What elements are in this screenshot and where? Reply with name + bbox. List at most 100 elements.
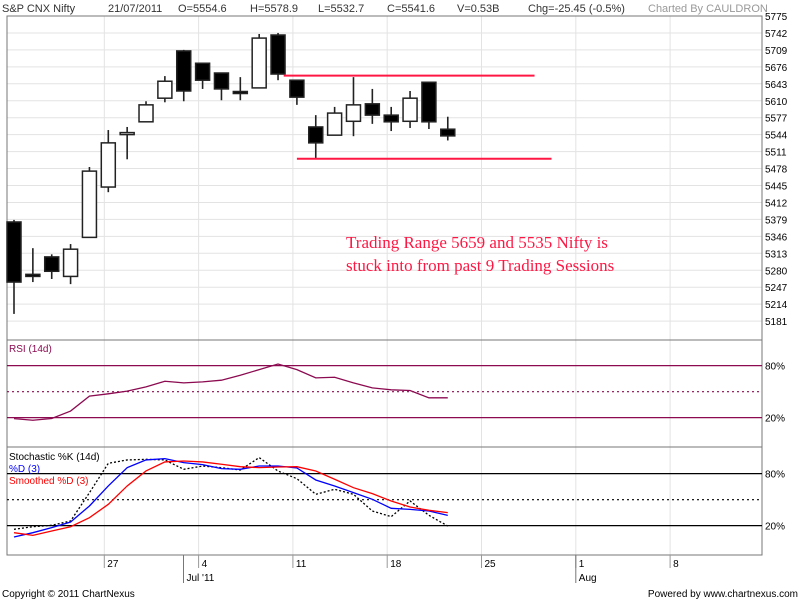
candle [43, 254, 60, 279]
candle [383, 106, 399, 132]
candle-body-down [289, 79, 305, 98]
candle [364, 88, 381, 124]
price-tick-label: 5676 [765, 63, 788, 74]
candle [6, 219, 22, 314]
quote-date: 21/07/2011 [108, 3, 162, 15]
symbol-name: S&P CNX Nifty [2, 3, 76, 15]
low-value: L=5532.7 [318, 3, 364, 15]
candle [308, 115, 324, 159]
panel-border [6, 446, 763, 556]
candle [440, 116, 456, 141]
price-tick-label: 5742 [765, 29, 788, 40]
candle-body-up [402, 97, 418, 123]
candle [326, 106, 343, 136]
rsi-line [13, 363, 448, 421]
price-tick-label: 5313 [765, 249, 788, 260]
price-tick-label: 5610 [765, 97, 788, 108]
candle [25, 248, 41, 283]
candle-body-down [213, 72, 230, 90]
month-label: Aug [579, 573, 597, 584]
change-value: Chg=-25.45 (-0.5%) [528, 3, 625, 15]
level-label: 20% [765, 414, 785, 425]
candle [138, 101, 154, 123]
candle-body-down [43, 256, 60, 273]
candle-body-up [62, 248, 79, 278]
stochastic-panel: 80% 20% [7, 456, 785, 538]
candle-body-down [194, 62, 211, 81]
price-tick-label: 5709 [765, 46, 788, 57]
candle [289, 79, 305, 105]
candle-body-up [345, 104, 362, 123]
price-tick-label: 5478 [765, 165, 788, 176]
price-tick-label: 5643 [765, 80, 788, 91]
charted-by: Charted By CAULDRON [648, 3, 768, 15]
price-tick-label: 5280 [765, 266, 788, 277]
candle [213, 72, 230, 101]
candle [194, 62, 211, 89]
open-value: O=5554.6 [178, 3, 227, 15]
x-tick-label: 11 [296, 559, 307, 570]
high-value: H=5578.9 [250, 3, 298, 15]
candle [157, 76, 173, 103]
level-label: 20% [765, 522, 785, 533]
powered-by[interactable]: Powered by www.chartnexus.com [648, 589, 798, 600]
candle [402, 90, 418, 128]
grid-lines [6, 15, 763, 556]
x-tick-label: 1 [579, 559, 585, 570]
candle [81, 167, 98, 239]
price-tick-label: 5247 [765, 283, 788, 294]
candle-body-down [421, 81, 437, 123]
x-tick-label: 18 [390, 559, 402, 570]
candle [270, 32, 286, 81]
candle-body-down [25, 273, 41, 278]
stoch-legend-d: %D (3) [9, 464, 40, 475]
panel-border [6, 15, 763, 341]
candle-body-down [364, 103, 381, 116]
volume-value: V=0.53B [457, 3, 500, 15]
candle-body-up [326, 112, 343, 136]
candle-body-up [138, 104, 154, 123]
price-tick-label: 5181 [765, 317, 788, 328]
level-label: 80% [765, 470, 785, 481]
price-tick-label: 5379 [765, 215, 788, 226]
price-tick-label: 5577 [765, 114, 788, 125]
price-tick-label: 5214 [765, 300, 788, 311]
chart-header: S&P CNX Nifty 21/07/2011 O=5554.6 H=5578… [2, 3, 768, 15]
candle [175, 49, 192, 102]
price-tick-label: 5544 [765, 131, 788, 142]
panel-border [6, 339, 763, 448]
price-tick-label: 5511 [765, 148, 787, 159]
candle [62, 244, 79, 285]
copyright: Copyright © 2011 ChartNexus [2, 589, 135, 600]
stoch-d-line [13, 457, 448, 538]
month-label: Jul '11 [187, 573, 215, 584]
x-tick-label: 8 [673, 559, 679, 570]
candle-body-up [100, 142, 117, 188]
rsi-title: RSI (14d) [9, 344, 52, 355]
annotation-line-2: stuck into from past 9 Trading Sessions [346, 256, 614, 275]
x-tick-label: 25 [485, 559, 497, 570]
candle-body-down [440, 128, 456, 137]
close-value: C=5541.6 [387, 3, 435, 15]
candle-body-down [6, 221, 22, 283]
candle [421, 81, 437, 129]
candle-body-down [175, 50, 192, 92]
price-tick-label: 5346 [765, 232, 788, 243]
candle [100, 130, 117, 193]
stoch-legend-k: Stochastic %K (14d) [9, 452, 100, 463]
price-panel: 5775 5742 5709 5676 5643 5610 5577 5544 5511 5478… [6, 12, 788, 328]
candle [119, 126, 135, 160]
price-tick-label: 5412 [765, 198, 788, 209]
stoch-smoothed-d-line [13, 460, 448, 537]
candle-body-up [157, 80, 173, 99]
candle [345, 77, 362, 137]
candle-body-down [270, 34, 286, 75]
candle-body-down [232, 90, 249, 95]
stoch-legend-smoothed: Smoothed %D (3) [9, 476, 88, 487]
price-tick-label: 5445 [765, 182, 788, 193]
candle [251, 33, 267, 89]
x-tick-label: 4 [202, 559, 208, 570]
annotation-line-1: Trading Range 5659 and 5535 Nifty is [346, 233, 608, 252]
